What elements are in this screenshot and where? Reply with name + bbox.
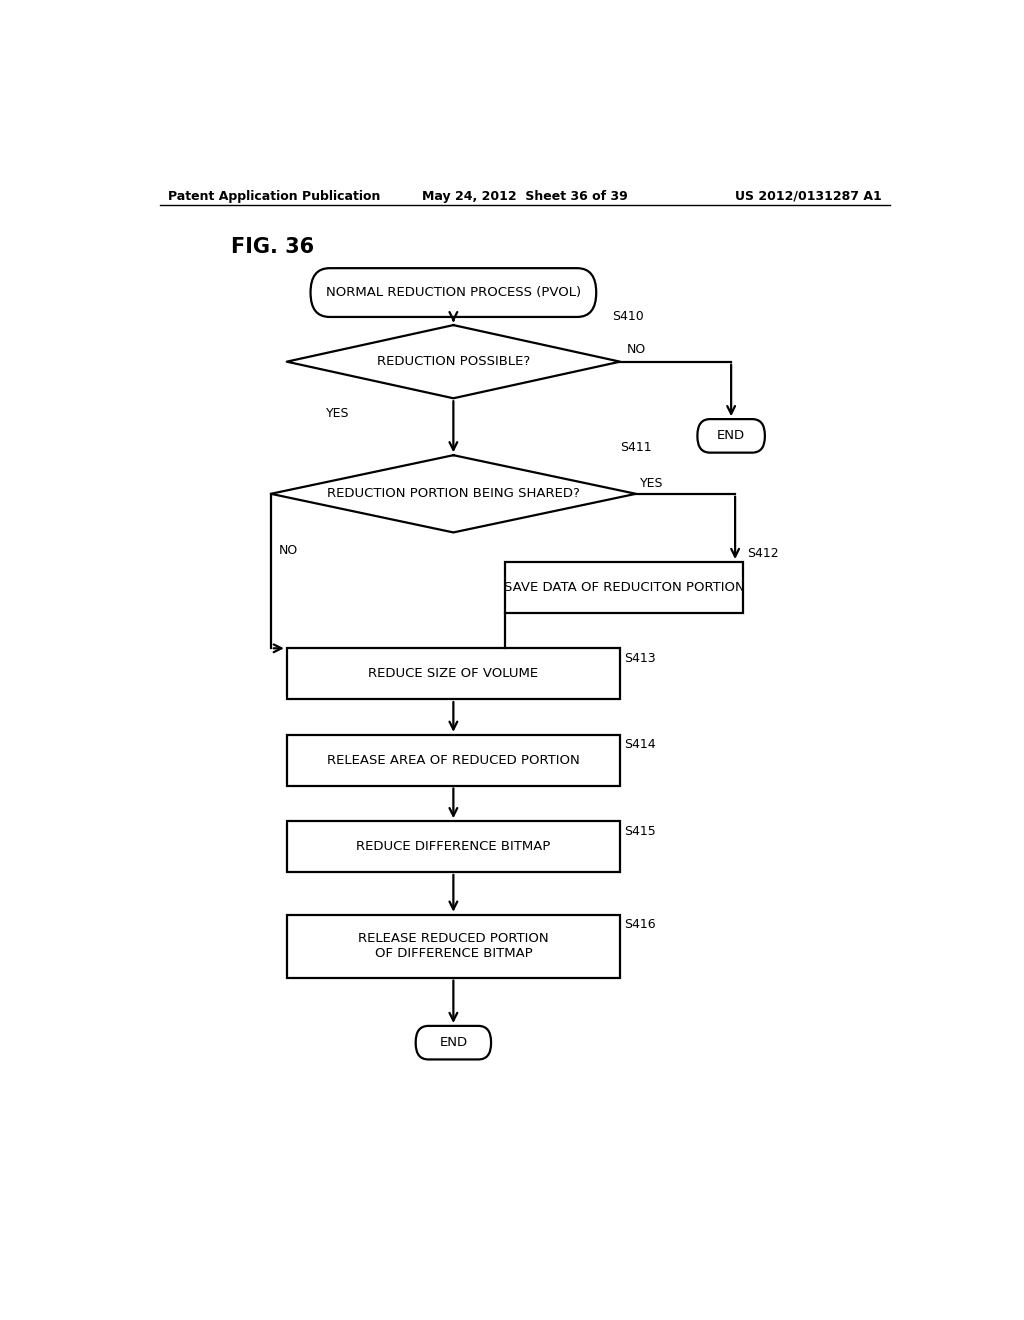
Polygon shape xyxy=(287,325,620,399)
Text: REDUCE DIFFERENCE BITMAP: REDUCE DIFFERENCE BITMAP xyxy=(356,840,551,853)
Bar xyxy=(287,735,621,785)
Text: RELEASE AREA OF REDUCED PORTION: RELEASE AREA OF REDUCED PORTION xyxy=(327,754,580,767)
Text: S416: S416 xyxy=(624,919,655,932)
Text: SAVE DATA OF REDUCITON PORTION: SAVE DATA OF REDUCITON PORTION xyxy=(504,581,744,594)
Text: S414: S414 xyxy=(624,738,655,751)
Text: S412: S412 xyxy=(748,548,778,560)
Text: YES: YES xyxy=(327,407,350,420)
Bar xyxy=(287,915,621,978)
Bar xyxy=(287,648,621,700)
Text: S415: S415 xyxy=(624,825,655,838)
Text: Patent Application Publication: Patent Application Publication xyxy=(168,190,380,202)
Text: NORMAL REDUCTION PROCESS (PVOL): NORMAL REDUCTION PROCESS (PVOL) xyxy=(326,286,581,300)
Text: REDUCE SIZE OF VOLUME: REDUCE SIZE OF VOLUME xyxy=(369,667,539,680)
Polygon shape xyxy=(270,455,636,532)
Text: NO: NO xyxy=(279,544,298,557)
Bar xyxy=(287,821,621,873)
Text: END: END xyxy=(717,429,745,442)
Text: REDUCTION POSSIBLE?: REDUCTION POSSIBLE? xyxy=(377,355,530,368)
Text: RELEASE REDUCED PORTION
OF DIFFERENCE BITMAP: RELEASE REDUCED PORTION OF DIFFERENCE BI… xyxy=(358,932,549,960)
FancyBboxPatch shape xyxy=(697,420,765,453)
Text: END: END xyxy=(439,1036,467,1049)
Text: NO: NO xyxy=(627,343,645,356)
Text: S410: S410 xyxy=(612,310,644,323)
Text: US 2012/0131287 A1: US 2012/0131287 A1 xyxy=(735,190,882,202)
Text: S411: S411 xyxy=(620,441,651,454)
Text: REDUCTION PORTION BEING SHARED?: REDUCTION PORTION BEING SHARED? xyxy=(327,487,580,500)
Text: May 24, 2012  Sheet 36 of 39: May 24, 2012 Sheet 36 of 39 xyxy=(422,190,628,202)
FancyBboxPatch shape xyxy=(310,268,596,317)
Text: YES: YES xyxy=(640,477,664,490)
Text: S413: S413 xyxy=(624,652,655,665)
Text: FIG. 36: FIG. 36 xyxy=(231,236,314,257)
FancyBboxPatch shape xyxy=(416,1026,492,1060)
Bar xyxy=(505,562,743,612)
